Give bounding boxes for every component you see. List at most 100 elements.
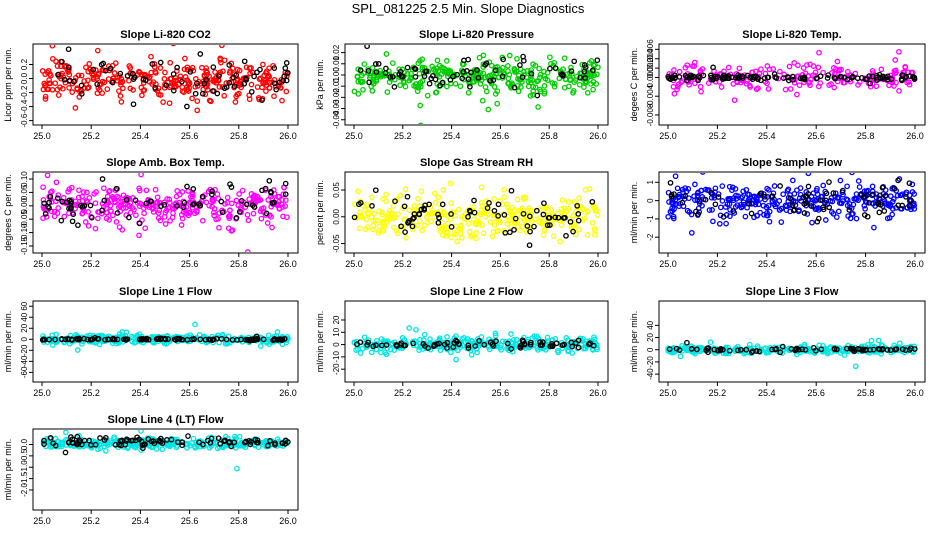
point-selected — [527, 339, 534, 346]
point-selected — [870, 346, 877, 353]
point-selected — [459, 75, 466, 82]
point-all — [190, 435, 197, 442]
point-all — [672, 201, 679, 207]
point-all — [66, 66, 72, 73]
point-all — [505, 204, 511, 211]
point-selected — [866, 73, 873, 79]
point-all — [868, 337, 875, 344]
point-all — [896, 48, 902, 55]
point-selected — [587, 340, 593, 347]
point-all — [119, 329, 126, 335]
point-all — [266, 73, 273, 80]
point-selected — [667, 76, 674, 83]
point-selected — [552, 214, 559, 221]
point-all — [42, 83, 48, 89]
point-all — [105, 76, 112, 82]
y-tick-label: 0.00 — [20, 197, 29, 213]
point-all — [244, 211, 251, 218]
point-all — [214, 445, 221, 452]
point-selected — [461, 57, 467, 64]
point-selected — [242, 438, 249, 445]
x-tick-label: 25.0 — [33, 131, 51, 141]
x-tick-label: 25.2 — [82, 516, 100, 526]
point-all — [247, 70, 253, 77]
point-selected — [238, 198, 245, 204]
point-all — [119, 226, 126, 233]
point-all — [862, 205, 868, 212]
point-all — [822, 217, 829, 223]
point-selected — [846, 207, 853, 213]
point-selected — [383, 65, 389, 72]
point-all — [184, 77, 191, 84]
point-selected — [879, 184, 886, 191]
x-tick-label: 25.6 — [181, 259, 199, 269]
point-all — [766, 66, 773, 73]
x-tick-label: 26.0 — [589, 388, 607, 398]
point-all — [194, 208, 200, 214]
point-all — [540, 232, 547, 238]
point-selected — [590, 67, 596, 74]
point-selected — [69, 218, 76, 225]
point-all — [82, 219, 89, 225]
panel-title: Slope Line 3 Flow — [746, 286, 839, 298]
point-all — [416, 218, 423, 224]
panel-title: Slope Amb. Box Temp. — [106, 157, 225, 169]
point-all — [80, 189, 87, 195]
point-all — [375, 229, 382, 236]
point-all — [558, 222, 565, 228]
point-selected — [248, 88, 255, 95]
point-all — [39, 68, 46, 74]
point-selected — [820, 206, 827, 213]
point-selected — [526, 242, 533, 249]
point-all — [397, 82, 403, 89]
y-axis-label: degrees C per min. — [3, 174, 13, 251]
point-selected — [779, 343, 786, 350]
point-all — [725, 350, 732, 357]
point-all — [805, 173, 812, 177]
point-all — [138, 201, 145, 207]
point-selected — [517, 62, 523, 68]
point-all — [179, 215, 186, 222]
point-all — [744, 191, 751, 198]
point-selected — [559, 342, 566, 349]
point-selected — [248, 439, 254, 445]
point-selected — [233, 215, 240, 221]
point-all — [259, 84, 265, 91]
point-selected — [832, 75, 839, 82]
point-all — [86, 61, 93, 67]
point-all — [781, 346, 787, 353]
point-all — [444, 70, 451, 77]
point-all — [175, 81, 182, 88]
point-selected — [795, 346, 802, 353]
point-selected — [136, 220, 143, 227]
point-selected — [204, 437, 211, 444]
point-selected — [243, 201, 250, 208]
y-tick-label: -0.01 — [332, 77, 341, 96]
point-all — [541, 83, 548, 89]
point-all — [896, 340, 903, 347]
point-selected — [802, 346, 809, 353]
point-all — [434, 57, 441, 64]
point-selected — [197, 51, 204, 57]
point-all — [154, 194, 161, 201]
point-all — [406, 325, 413, 331]
point-all — [368, 349, 375, 356]
point-all — [417, 344, 423, 350]
point-selected — [112, 441, 119, 448]
point-all — [234, 66, 241, 73]
point-selected — [254, 336, 260, 342]
point-all — [53, 179, 60, 186]
data-points — [39, 45, 291, 114]
point-selected — [520, 57, 527, 64]
point-selected — [157, 59, 164, 66]
point-selected — [282, 440, 288, 447]
point-selected — [864, 192, 870, 198]
point-selected — [575, 217, 582, 224]
point-all — [276, 205, 283, 212]
point-selected — [251, 73, 257, 80]
point-all — [810, 63, 817, 69]
point-selected — [895, 202, 902, 209]
point-selected — [260, 336, 267, 343]
point-all — [891, 83, 897, 89]
point-all — [435, 194, 442, 201]
